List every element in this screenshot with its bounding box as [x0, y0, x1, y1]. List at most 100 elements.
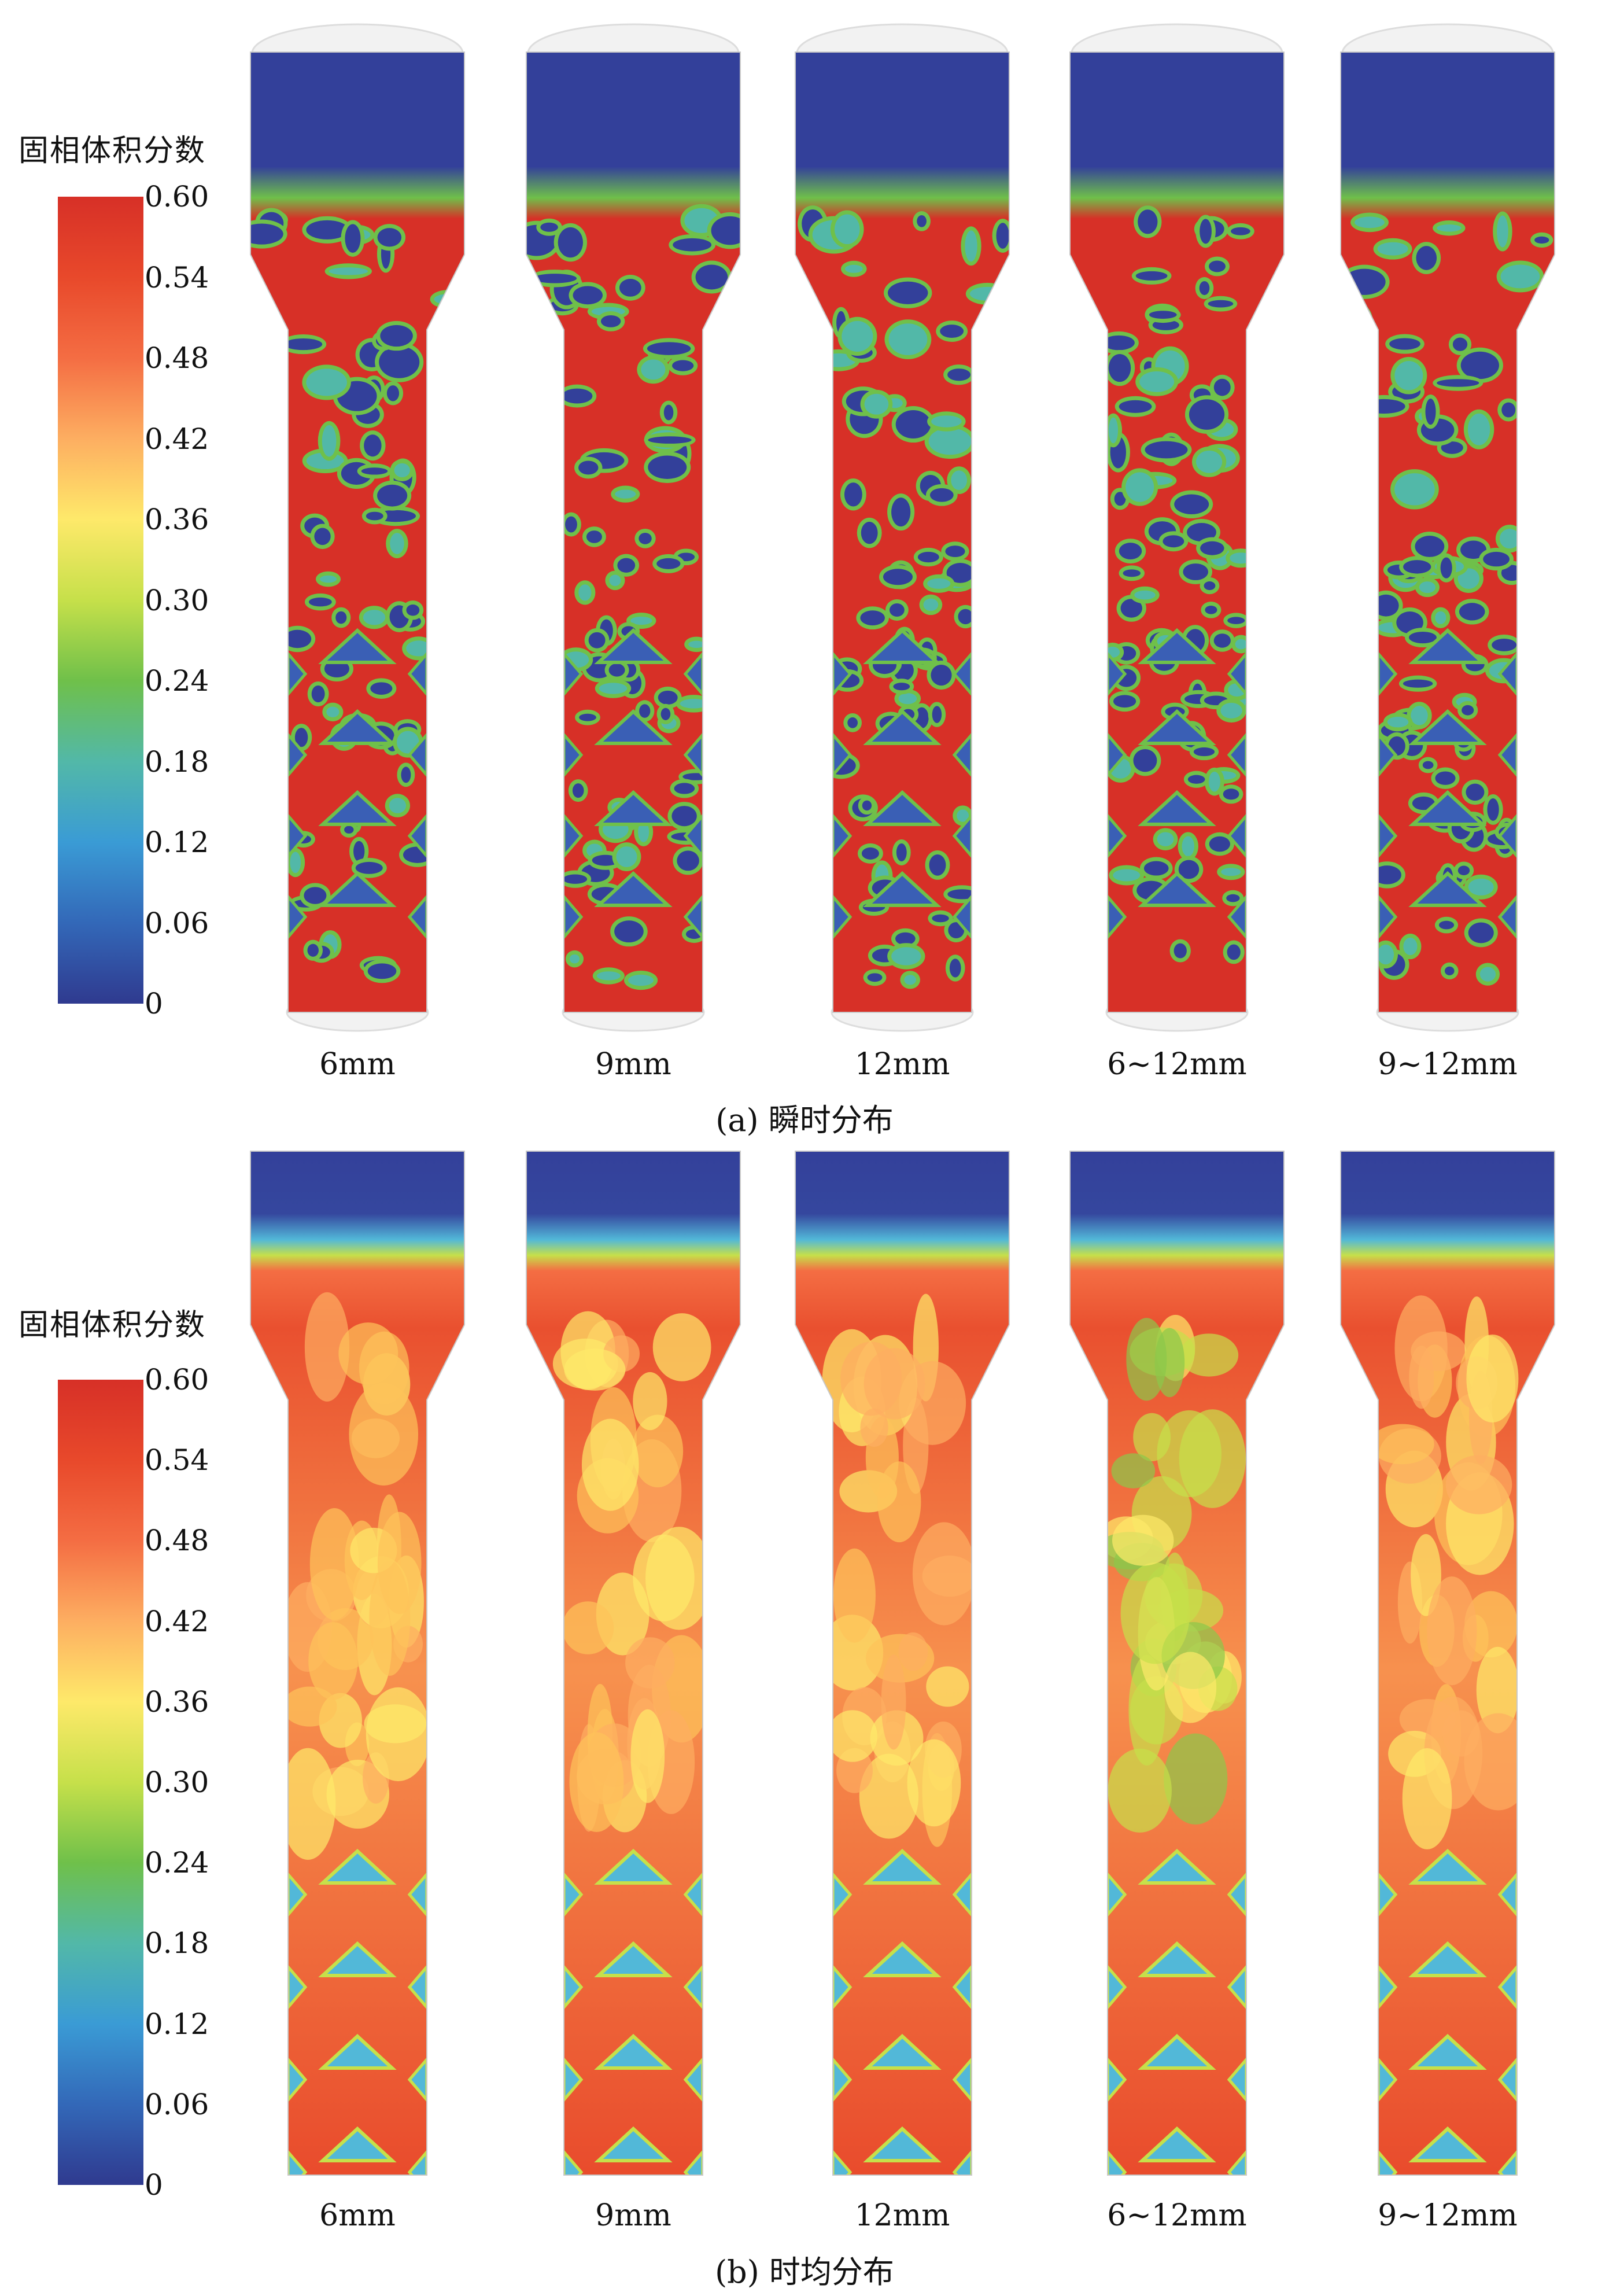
bubble-core: [1534, 236, 1549, 244]
bubble-core: [578, 460, 599, 475]
bubble-core: [1441, 441, 1463, 454]
column-label: 9~12mm: [1378, 2198, 1518, 2233]
bubble-core: [1412, 796, 1435, 810]
colorbar-tick-label: 0.60: [145, 180, 209, 213]
bubble-core: [1355, 216, 1385, 229]
lean-region: [633, 1534, 695, 1621]
bubble-core: [1460, 540, 1487, 559]
bubble-core: [940, 325, 964, 338]
bubble-core: [614, 920, 644, 943]
bubble-core: [861, 521, 878, 544]
baffle-cone: [318, 628, 397, 664]
bubble-core: [1372, 865, 1401, 885]
colorbar-tick-label: 0.12: [145, 825, 209, 859]
bubble-core: [1204, 581, 1216, 591]
bubble-core: [284, 338, 323, 351]
bubble-core: [834, 214, 860, 245]
bubble-core: [1123, 569, 1141, 577]
bubble-core: [1462, 705, 1474, 716]
colorbar-tick-label: 0.60: [145, 1363, 209, 1396]
lean-region: [309, 1508, 359, 1620]
colorbar-tick-label: 0.24: [145, 1846, 209, 1880]
bubble-core: [1173, 943, 1187, 959]
bubble-core: [947, 368, 971, 381]
reactor-outline: [250, 51, 465, 1013]
bubble-core: [306, 220, 349, 239]
reactor-contour: [526, 23, 741, 1032]
bubble-core: [630, 616, 652, 625]
bubble-core: [406, 640, 431, 657]
bubble-core: [1187, 522, 1216, 542]
reactor-outline: [250, 1151, 465, 2176]
colorbar-tick-label: 0.18: [145, 745, 209, 779]
bubble-core: [1435, 611, 1446, 624]
bubble-core: [1497, 215, 1508, 248]
bubble-core: [1195, 450, 1223, 473]
bubble-core: [648, 436, 692, 444]
colorbar-tick-label: 0.18: [145, 1926, 209, 1960]
bubble-core: [847, 717, 858, 728]
bubble-core: [1113, 869, 1141, 882]
bubble-core: [1468, 922, 1494, 944]
lean-region: [1476, 1646, 1519, 1734]
bubble-core: [927, 578, 951, 589]
bubble-core: [1108, 353, 1131, 382]
bubble-core: [680, 699, 708, 709]
bubble-core: [540, 222, 558, 232]
colorbar-tick-label: 0.48: [145, 341, 209, 375]
baffle-cone: [863, 790, 942, 826]
bubble-core: [658, 690, 678, 705]
bubble-core: [1492, 638, 1517, 651]
bubble-core: [864, 393, 889, 415]
bubble-core: [1409, 631, 1437, 644]
baffle-cone: [1408, 1941, 1487, 1977]
bubble-core: [1227, 944, 1241, 960]
lean-region: [630, 1709, 665, 1803]
bubble-core: [1200, 219, 1212, 244]
lean-region: [564, 1348, 626, 1391]
baffle-cone: [594, 2033, 673, 2070]
lean-region: [304, 1292, 350, 1402]
baffle-cone: [1408, 2126, 1487, 2162]
lean-region: [562, 1601, 614, 1654]
baffle-cone: [594, 790, 673, 826]
panel-instantaneous: 固相体积分数 0.60 0.54 0.48 0.42 0.36 0.30 0.24 0.18 0…: [19, 23, 1555, 1138]
colorbar-tick-label: 0: [145, 2168, 163, 2202]
bubble-core: [578, 584, 592, 601]
bubble-core: [403, 846, 432, 863]
bubble-core: [397, 731, 419, 754]
bubble-core: [891, 947, 921, 965]
lean-region: [926, 1666, 969, 1707]
bubble-core: [1227, 617, 1245, 624]
reactor-contour: [795, 1151, 1010, 2176]
bubble-core: [957, 809, 969, 822]
bubble-core: [663, 404, 674, 421]
bubble-core: [638, 821, 649, 842]
bubble-core: [1208, 771, 1220, 792]
bubble-core: [600, 315, 621, 327]
bubble-core: [406, 604, 420, 616]
lean-region: [1112, 1514, 1174, 1566]
colorbar-tick-label: 0: [145, 987, 163, 1020]
bubble-core: [609, 574, 621, 587]
bubble-core: [367, 963, 397, 979]
bubble-core: [1403, 560, 1431, 574]
bubble-core: [842, 320, 873, 352]
bubble-core: [917, 551, 939, 563]
bubble-core: [533, 274, 577, 283]
bubble-core: [1205, 606, 1217, 614]
bubble-core: [1479, 967, 1496, 982]
colorbar: [58, 1380, 143, 2185]
bubble-core: [364, 434, 382, 457]
lean-region: [1445, 1455, 1512, 1514]
bubble-core: [1467, 413, 1490, 445]
bubble-core: [608, 664, 625, 677]
colorbar-tick-label: 0.36: [145, 503, 209, 536]
bubble-core: [931, 665, 952, 686]
panel-caption: (b) 时均分布: [715, 2254, 894, 2290]
lean-region: [632, 1414, 684, 1488]
bubble-core: [1438, 920, 1455, 930]
column-label: 9mm: [595, 2198, 671, 2233]
reactor-contour: [795, 23, 1010, 1032]
bubble-core: [250, 223, 283, 245]
